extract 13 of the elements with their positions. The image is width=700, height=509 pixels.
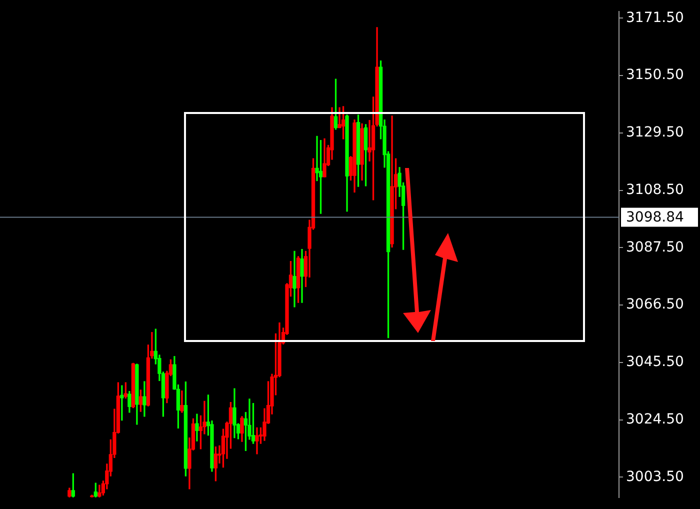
candlestick bbox=[292, 250, 296, 308]
y-tick-label: 3003.50 bbox=[626, 468, 684, 485]
y-tick-label: 3087.50 bbox=[626, 239, 684, 256]
y-tick-label: 3108.50 bbox=[626, 182, 684, 198]
ref-line-label: 3098.84 bbox=[626, 209, 684, 226]
y-tick-label: 3066.50 bbox=[626, 296, 684, 313]
y-tick-label: 3150.50 bbox=[626, 67, 684, 84]
y-tick-label: 3171.50 bbox=[626, 10, 684, 26]
y-tick-label: 3129.50 bbox=[626, 124, 684, 141]
candlestick bbox=[255, 427, 259, 454]
y-tick-label: 3045.50 bbox=[626, 354, 684, 370]
candlestick bbox=[120, 385, 124, 421]
y-tick-label: 3024.50 bbox=[626, 411, 684, 428]
